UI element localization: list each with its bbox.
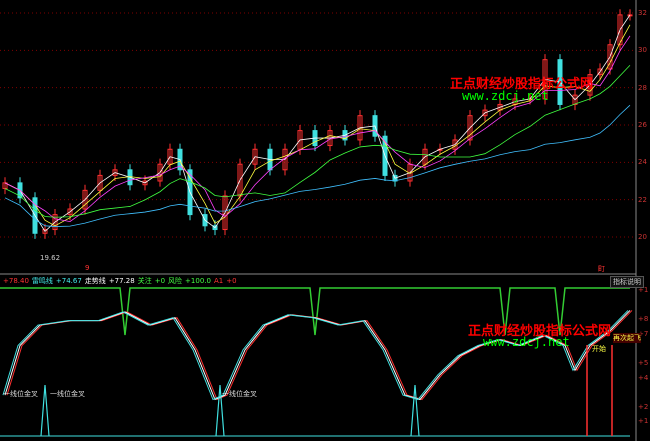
annotation-fly: 再次起飞 bbox=[613, 333, 641, 343]
moving-average-line-2 bbox=[4, 24, 631, 227]
moving-average-line-3 bbox=[4, 35, 631, 223]
moving-average-line-1 bbox=[4, 14, 631, 233]
legend-label-1: 雷鸣线 bbox=[31, 277, 53, 285]
legend-label-2: 走势线 bbox=[84, 277, 106, 285]
cross-signal-spike bbox=[215, 384, 225, 437]
annotation-start: 开始 bbox=[592, 345, 606, 353]
legend-label-5: A1 bbox=[213, 277, 224, 285]
indicator-tick-label: +4 bbox=[638, 373, 649, 382]
legend-value-5: +0 bbox=[226, 277, 237, 285]
candle-body bbox=[97, 174, 103, 191]
price-tick-label: 28 bbox=[638, 83, 647, 92]
legend-value-1: +74.67 bbox=[55, 277, 82, 285]
candle-body bbox=[607, 44, 613, 70]
cross-signal-spike bbox=[40, 384, 50, 437]
moving-average-line-4 bbox=[4, 64, 631, 218]
indicator-tick-label: +1 bbox=[638, 417, 649, 426]
candle-body bbox=[597, 68, 603, 76]
price-tick-label: 26 bbox=[638, 121, 647, 129]
watermark-text-2: 正点财经炒股指标公式网 bbox=[468, 324, 612, 339]
marker-right: 町 bbox=[598, 265, 605, 273]
marker-9: 9 bbox=[85, 264, 90, 272]
watermark-url: www.zdcj.net bbox=[462, 89, 549, 103]
candle-body bbox=[67, 208, 73, 216]
candle-body bbox=[112, 169, 118, 176]
legend-value-4: +100.0 bbox=[185, 277, 211, 285]
candle-body bbox=[467, 115, 473, 141]
risk-line bbox=[0, 287, 630, 336]
legend-value-0: +78.40 bbox=[3, 277, 29, 285]
moving-average-line-5 bbox=[4, 104, 631, 227]
annotation-cross-1: 一线位金叉 bbox=[3, 390, 38, 398]
watermark-url-2: www.zdcj.net bbox=[483, 335, 570, 349]
price-tick-label: 20 bbox=[638, 233, 647, 241]
cross-signal-spike bbox=[410, 384, 420, 437]
price-tick-label: 24 bbox=[638, 158, 647, 167]
candle-body bbox=[167, 148, 173, 165]
legend-label-3: 关注 bbox=[137, 277, 152, 285]
low-price-label: 19.62 bbox=[40, 254, 61, 262]
candle-body bbox=[52, 214, 58, 231]
indicator-legend: +78.40 雷鸣线 +74.67 走势线 +77.28 关注 +0 风险 +100.0 A1 +0 bbox=[3, 276, 240, 286]
annotation-cross-3: 一线位金叉 bbox=[222, 390, 257, 398]
candle-body bbox=[587, 74, 593, 96]
candle-body bbox=[482, 109, 488, 117]
trend-line-3 bbox=[2, 310, 629, 401]
indicator-tick-label: +2 bbox=[638, 402, 649, 411]
candle-body bbox=[157, 163, 163, 182]
candle-body bbox=[142, 180, 148, 186]
price-tick-label: 30 bbox=[638, 46, 647, 55]
indicator-tick-label: +5 bbox=[638, 359, 649, 367]
legend-value-2: +77.28 bbox=[108, 277, 135, 285]
candle-body bbox=[82, 189, 88, 210]
candle-body bbox=[42, 229, 48, 234]
candle-body bbox=[572, 94, 578, 105]
candle-body bbox=[222, 195, 228, 231]
indicator-tick-label: +8 bbox=[638, 315, 649, 324]
candle-body bbox=[422, 148, 428, 165]
candle-body bbox=[617, 14, 623, 46]
indicator-tick-label: +7 bbox=[638, 329, 649, 338]
price-tick-label: 22 bbox=[638, 195, 647, 204]
annotation-cross-2: 一线位金叉 bbox=[50, 390, 85, 398]
legend-label-4: 风险 bbox=[168, 277, 183, 285]
indicator-tick-label: +1 bbox=[638, 286, 649, 294]
indicator-help-button[interactable]: 指标说明 bbox=[610, 276, 644, 288]
price-tick-label: 32 bbox=[638, 9, 647, 17]
watermark-text: 正点财经炒股指标公式网 bbox=[450, 77, 594, 92]
legend-value-3: +0 bbox=[154, 277, 166, 285]
